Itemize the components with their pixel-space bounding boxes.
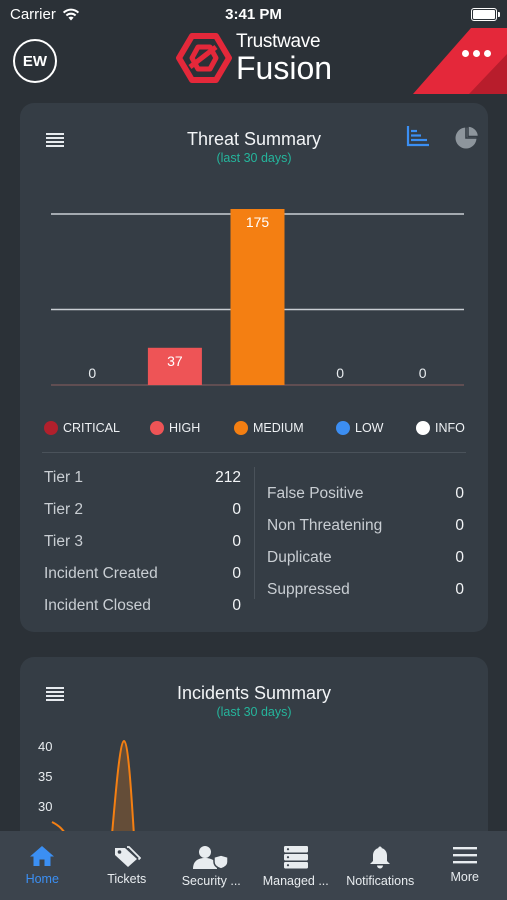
- legend-item-critical[interactable]: CRITICAL: [44, 421, 120, 435]
- stat-value: 0: [455, 517, 464, 534]
- brand-line1: Trustwave: [236, 31, 321, 52]
- bar-value-label: 0: [88, 365, 96, 381]
- bar-value-label: 175: [246, 214, 270, 230]
- bar-medium[interactable]: [230, 209, 285, 385]
- carrier-label: Carrier: [10, 5, 56, 23]
- stat-value: 212: [215, 469, 241, 486]
- menu-icon: [452, 847, 477, 864]
- tab-managed[interactable]: Managed ...: [254, 831, 339, 900]
- tab-tickets-label: Tickets: [107, 872, 147, 886]
- brand-line2: Fusion: [236, 50, 333, 86]
- legend-label: LOW: [355, 421, 384, 435]
- wifi-icon: [62, 8, 79, 20]
- managed-icon: [283, 846, 308, 869]
- stat-label: Tier 1: [44, 469, 84, 486]
- y-tick-label: 30: [38, 799, 52, 814]
- tab-notifications[interactable]: Notifications: [338, 831, 423, 900]
- legend-item-high[interactable]: HIGH: [150, 421, 200, 435]
- left-stat-row: Tier 1 212: [44, 469, 241, 487]
- stat-label: Incident Created: [44, 565, 158, 582]
- stat-label: Duplicate: [267, 549, 332, 566]
- stat-value: 0: [455, 581, 464, 598]
- stat-label: Tier 2: [44, 501, 84, 518]
- security-icon: [193, 846, 229, 869]
- pie-chart-icon[interactable]: [454, 124, 480, 150]
- home-icon: [30, 846, 55, 866]
- legend-item-info[interactable]: INFO: [416, 421, 465, 435]
- stat-label: Suppressed: [267, 581, 350, 598]
- tab-tickets[interactable]: Tickets: [85, 831, 170, 900]
- legend-label: HIGH: [169, 421, 201, 435]
- bell-icon: [370, 846, 391, 869]
- left-stat-row: Tier 2 0: [44, 501, 241, 519]
- tickets-icon: [114, 846, 141, 867]
- threat-summary-card: Threat Summary (last 30 days) 0 37 175 0 0 C…: [20, 103, 488, 632]
- legend-label: MEDIUM: [253, 421, 304, 435]
- stat-value: 0: [232, 501, 241, 518]
- battery-icon: [471, 7, 500, 21]
- stat-label: Tier 3: [44, 533, 84, 550]
- incidents-summary-title: Incidents Summary: [176, 683, 332, 703]
- more-options-icon[interactable]: [462, 50, 491, 57]
- incidents-menu-icon[interactable]: [46, 687, 64, 701]
- bar-value-label: 0: [419, 365, 427, 381]
- stat-value: 0: [232, 533, 241, 550]
- user-avatar[interactable]: EW: [13, 39, 57, 83]
- tab-managed-label: Managed ...: [262, 874, 329, 888]
- stats-divider: [42, 452, 466, 453]
- left-stat-row: Incident Created 0: [44, 565, 241, 583]
- stats-column-divider: [254, 467, 255, 599]
- bottom-tab-bar: Home Tickets Security ... Managed ... No…: [0, 831, 507, 900]
- tab-notifications-label: Notifications: [346, 874, 415, 888]
- threat-menu-icon[interactable]: [46, 133, 64, 147]
- stat-value: 0: [232, 565, 241, 582]
- tab-security[interactable]: Security ...: [169, 831, 254, 900]
- status-bar: Carrier 3:41 PM: [0, 0, 507, 28]
- stat-value: 0: [232, 597, 241, 614]
- stat-value: 0: [455, 549, 464, 566]
- incidents-summary-subtitle: (last 30 days): [216, 705, 292, 719]
- right-stat-row: Suppressed 0: [267, 581, 464, 599]
- legend-dot: [150, 421, 164, 435]
- y-tick-label: 35: [38, 769, 52, 784]
- bar-value-label: 37: [167, 353, 183, 369]
- trustwave-logo-icon: [176, 33, 232, 83]
- legend-label: CRITICAL: [63, 421, 120, 435]
- legend-item-medium[interactable]: MEDIUM: [234, 421, 304, 435]
- bar-high[interactable]: [147, 347, 202, 385]
- legend-dot: [416, 421, 430, 435]
- threat-summary-subtitle: (last 30 days): [216, 151, 292, 165]
- legend-dot: [234, 421, 248, 435]
- tab-more-label: More: [450, 870, 479, 884]
- right-stat-row: False Positive 0: [267, 485, 464, 503]
- bar-value-label: 0: [336, 365, 344, 381]
- trustwave-fusion-logo: Trustwave Fusion: [176, 32, 332, 84]
- corner-accent: [413, 28, 507, 94]
- legend-dot: [44, 421, 58, 435]
- tab-home[interactable]: Home: [0, 831, 85, 900]
- app-header: EW Trustwave Fusion: [0, 28, 507, 94]
- stat-label: Non Threatening: [267, 517, 383, 534]
- tab-more[interactable]: More: [423, 831, 507, 900]
- stat-label: False Positive: [267, 485, 364, 502]
- stat-value: 0: [455, 485, 464, 502]
- legend-item-low[interactable]: LOW: [336, 421, 383, 435]
- left-stat-row: Tier 3 0: [44, 533, 241, 551]
- tab-security-label: Security ...: [181, 874, 241, 888]
- legend-dot: [336, 421, 350, 435]
- y-tick-label: 40: [38, 739, 52, 754]
- stat-label: Incident Closed: [44, 597, 151, 614]
- right-stat-row: Duplicate 0: [267, 549, 464, 567]
- threat-bar-chart: 0 37 175 0 0: [51, 209, 464, 386]
- bar-chart-icon[interactable]: [406, 125, 430, 147]
- tab-home-label: Home: [25, 872, 59, 886]
- threat-summary-title: Threat Summary: [186, 129, 322, 149]
- carrier-info: Carrier: [10, 6, 80, 23]
- legend-label: INFO: [435, 421, 465, 435]
- left-stat-row: Incident Closed 0: [44, 597, 241, 615]
- right-stat-row: Non Threatening 0: [267, 517, 464, 535]
